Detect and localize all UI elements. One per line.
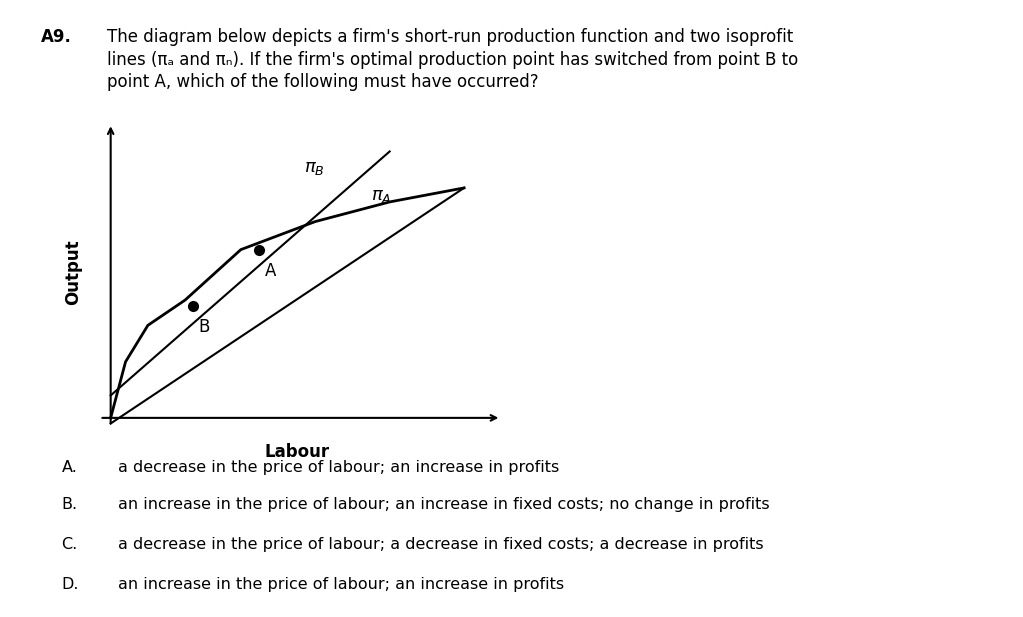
Text: an increase in the price of labour; an increase in profits: an increase in the price of labour; an i… [118,577,564,592]
Text: C.: C. [61,537,78,552]
Text: B: B [198,318,210,336]
Text: a decrease in the price of labour; an increase in profits: a decrease in the price of labour; an in… [118,460,559,474]
Text: The diagram below depicts a firm's short-run production function and two isoprof: The diagram below depicts a firm's short… [107,28,794,46]
Text: a decrease in the price of labour; a decrease in fixed costs; a decrease in prof: a decrease in the price of labour; a dec… [118,537,763,552]
Text: A.: A. [61,460,78,474]
Text: Labour: Labour [264,442,329,460]
Text: $\pi_B$: $\pi_B$ [304,159,325,176]
Text: A: A [265,262,276,280]
Text: D.: D. [61,577,79,592]
Text: point A, which of the following must have occurred?: point A, which of the following must hav… [107,73,539,91]
Text: an increase in the price of labour; an increase in fixed costs; no change in pro: an increase in the price of labour; an i… [118,497,769,511]
Text: A9.: A9. [41,28,72,46]
Text: lines (πₐ and πₙ). If the firm's optimal production point has switched from poin: lines (πₐ and πₙ). If the firm's optimal… [107,51,799,68]
Text: B.: B. [61,497,78,511]
Text: Output: Output [64,239,83,305]
Text: $\pi_A$: $\pi_A$ [371,187,392,205]
